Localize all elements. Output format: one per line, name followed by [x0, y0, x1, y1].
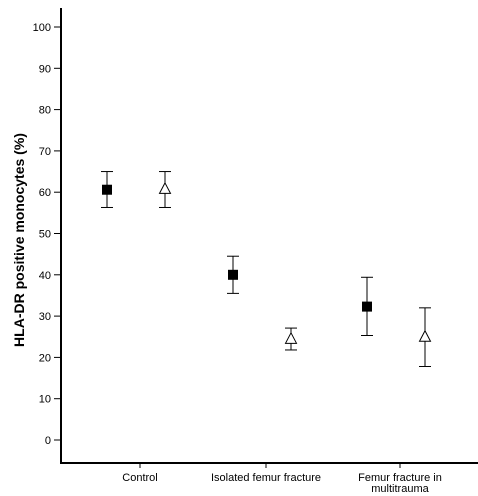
- data-point-square: [362, 301, 372, 312]
- x-tick-label: Isolated femur fracture: [211, 472, 321, 484]
- y-tick-label: 10: [39, 394, 51, 406]
- y-tick-label: 40: [39, 270, 51, 282]
- y-tick-label: 100: [33, 22, 51, 34]
- y-tick-label: 20: [39, 352, 51, 364]
- y-tick-label: 80: [39, 105, 51, 117]
- data-point-square: [228, 269, 238, 280]
- y-tick-label: 30: [39, 311, 51, 323]
- y-axis-title: HLA-DR positive monocytes (%): [11, 133, 27, 347]
- x-tick-label: multitrauma: [371, 483, 429, 495]
- data-point-square: [102, 184, 112, 195]
- y-tick-label: 60: [39, 187, 51, 199]
- y-tick-label: 90: [39, 63, 51, 75]
- y-tick-label: 70: [39, 146, 51, 158]
- y-tick-label: 50: [39, 229, 51, 241]
- data-point-triangle: [158, 181, 172, 194]
- x-tick-label: Femur fracture in: [358, 472, 442, 484]
- x-tick-label: Control: [122, 472, 157, 484]
- data-point-triangle: [284, 331, 298, 344]
- data-point-triangle: [418, 329, 432, 342]
- y-tick-label: 0: [45, 435, 51, 447]
